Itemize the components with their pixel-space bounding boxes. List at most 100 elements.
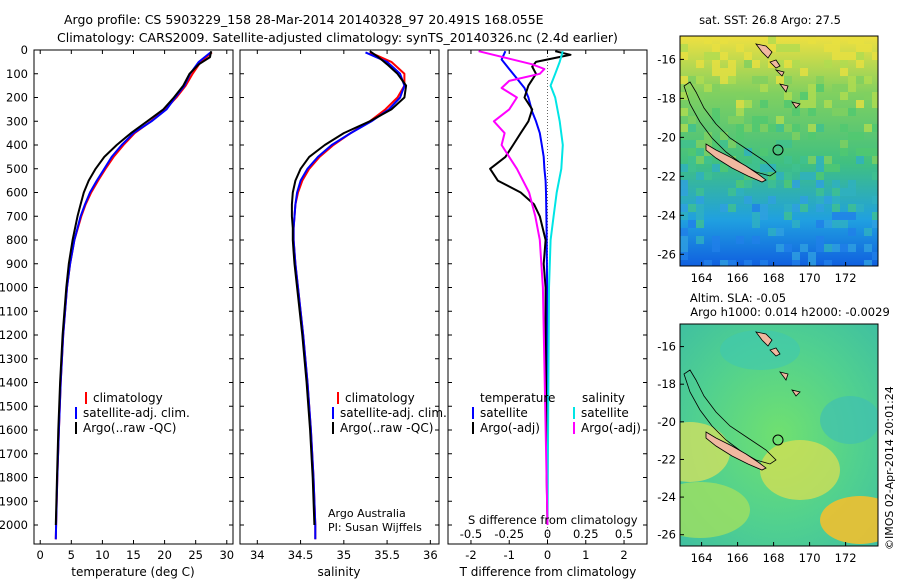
depth-tick-label: 1500 — [0, 399, 28, 413]
depth-tick-label: 2000 — [0, 518, 28, 532]
difference-plot: -2 -1 0 1 2-0.5 -0.25 0 0.25 0.5 — [460, 50, 633, 562]
lat-tick-label: -22 — [657, 169, 676, 183]
x-tick-label: -2 — [465, 548, 476, 562]
salinity-legend: climatology satellite-adj. clim. Argo(..… — [328, 391, 447, 534]
difference-legend: temperature salinity satellite Argo(-adj… — [468, 391, 641, 527]
legend-sat: satellite-adj. clim. — [83, 406, 190, 420]
x-tick-label: -1 — [503, 548, 514, 562]
x-tick2-label: 0.5 — [615, 527, 633, 541]
series-temperature-argo — [54, 51, 213, 526]
header-line-1: Argo profile: CS 5903229_158 28-Mar-2014… — [64, 12, 544, 27]
depth-tick-label: 500 — [6, 162, 28, 176]
depth-tick-label: 1300 — [0, 352, 28, 366]
sst-map-axes: 164 166 168 170 172 -16 -18 -20 -22 -24 -26 — [657, 52, 856, 285]
x-tick-label: 10 — [95, 548, 110, 562]
x-tick-label: 0 — [544, 548, 551, 562]
legend-t-sat: satellite — [480, 406, 528, 420]
credit-org: Argo Australia — [328, 507, 406, 520]
lat-tick-label: -26 — [657, 247, 676, 261]
x-tick-label: 34 — [250, 548, 265, 562]
lat-tick-label: -20 — [657, 415, 676, 429]
legend-argo: Argo(..raw -QC) — [340, 421, 433, 435]
legend-s-argo: Argo(-adj) — [581, 421, 641, 435]
sla-map — [680, 324, 878, 546]
depth-axis: 0 100 200 300 400 500 600 700 800 900 1000 1100 1200… — [0, 43, 647, 532]
depth-tick-label: 300 — [6, 114, 28, 128]
legend-temperature-head: temperature — [480, 391, 555, 405]
depth-tick-label: 100 — [6, 67, 28, 81]
lat-tick-label: -18 — [657, 377, 676, 391]
imos-stamp: ©IMOS 02-Apr-2014 20:01:24 — [883, 386, 896, 550]
depth-tick-label: 1600 — [0, 423, 28, 437]
x-tick-label: 34.5 — [288, 548, 314, 562]
lon-tick-label: 166 — [727, 271, 749, 285]
salinity-xlabel: salinity — [317, 565, 360, 579]
depth-tick-label: 1400 — [0, 376, 28, 390]
depth-tick-label: 200 — [6, 91, 28, 105]
sst-map — [680, 36, 878, 266]
lon-tick-label: 168 — [763, 551, 785, 565]
series-difference-t_sat — [500, 50, 549, 525]
depth-tick-label: 1800 — [0, 471, 28, 485]
depth-tick-label: 1700 — [0, 447, 28, 461]
lat-tick-label: -20 — [657, 130, 676, 144]
depth-tick-label: 700 — [6, 209, 28, 223]
argo-position-marker — [772, 144, 784, 156]
sla-reef-outline — [683, 369, 777, 465]
vanuatu-land-2 — [755, 331, 801, 397]
lon-tick-label: 168 — [763, 271, 785, 285]
lat-tick-label: -18 — [657, 91, 676, 105]
lat-tick-label: -24 — [657, 208, 676, 222]
lon-tick-label: 164 — [691, 271, 713, 285]
x-tick-label: 25 — [188, 548, 203, 562]
lat-tick-label: -24 — [657, 490, 676, 504]
sst-reef-outline — [683, 81, 777, 177]
series-difference-s_argo — [478, 50, 549, 526]
depth-tick-label: 1100 — [0, 304, 28, 318]
x-tick-label: 35 — [337, 548, 352, 562]
x-tick-label: 20 — [157, 548, 172, 562]
depth-tick-label: 0 — [21, 43, 28, 57]
x-tick-label: 1 — [582, 548, 589, 562]
temperature-panel — [33, 49, 234, 545]
sst-map-title: sat. SST: 26.8 Argo: 27.5 — [699, 13, 841, 27]
series-salinity-sat — [292, 51, 406, 540]
argo-position-marker-2 — [772, 434, 784, 446]
series-salinity-argo — [290, 50, 408, 526]
lat-tick-label: -22 — [657, 452, 676, 466]
lat-tick-label: -16 — [657, 52, 676, 66]
vanuatu-land — [755, 43, 801, 109]
lat-tick-label: -16 — [657, 340, 676, 354]
temperature-legend: climatology satellite-adj. clim. Argo(..… — [75, 391, 190, 435]
series-salinity-clim — [292, 51, 406, 540]
x-tick-label: 36 — [423, 548, 438, 562]
series-difference-t_argo — [489, 50, 572, 526]
salinity-panel — [239, 49, 440, 545]
depth-tick-label: 600 — [6, 186, 28, 200]
temperature-xlabel: temperature (deg C) — [71, 565, 194, 579]
x-tick2-label: -0.5 — [460, 527, 482, 541]
lon-tick-label: 164 — [691, 551, 713, 565]
lon-tick-label: 166 — [727, 551, 749, 565]
depth-tick-label: 1900 — [0, 494, 28, 508]
x-tick2-label: -0.25 — [494, 527, 524, 541]
x-tick-label: 0 — [37, 548, 44, 562]
x-tick-label: 2 — [620, 548, 627, 562]
series-temperature-sat — [54, 51, 212, 540]
legend-argo: Argo(..raw -QC) — [83, 421, 176, 435]
lon-tick-label: 170 — [799, 551, 821, 565]
depth-tick-label: 800 — [6, 233, 28, 247]
header-line-2: Climatology: CARS2009. Satellite-adjuste… — [57, 30, 618, 45]
legend-t-argo: Argo(-adj) — [480, 421, 540, 435]
x-tick-label: 35.5 — [374, 548, 400, 562]
x-tick-label: 15 — [126, 548, 141, 562]
x-tick-label: 5 — [68, 548, 75, 562]
temperature-plot: 0 5 10 15 20 25 30 — [37, 50, 234, 562]
series-temperature-clim — [54, 51, 213, 540]
lon-tick-label: 170 — [799, 271, 821, 285]
difference-xlabel: T difference from climatology — [459, 565, 637, 579]
new-caledonia-land-2 — [705, 431, 767, 471]
depth-tick-label: 1000 — [0, 281, 28, 295]
s-difference-label: S difference from climatology — [468, 513, 638, 527]
